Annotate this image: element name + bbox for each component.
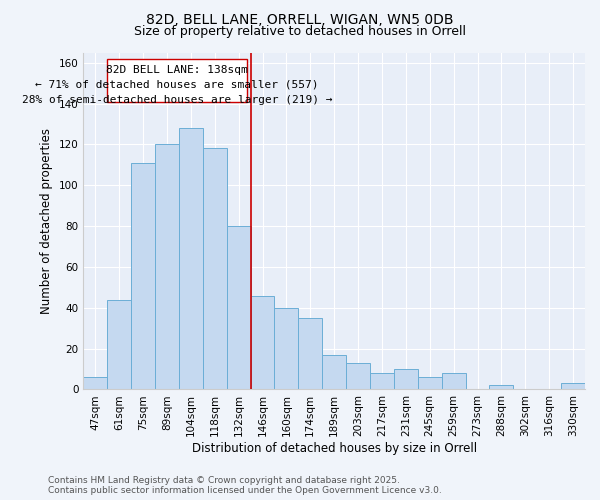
Bar (179, 128, 203, 390)
Bar (131, 163, 155, 390)
Bar (490, 386, 514, 390)
Bar (418, 377, 442, 390)
Bar (251, 296, 274, 390)
Text: 28% of semi-detached houses are larger (219) →: 28% of semi-detached houses are larger (… (22, 96, 332, 106)
Text: Size of property relative to detached houses in Orrell: Size of property relative to detached ho… (134, 25, 466, 38)
Bar (370, 373, 394, 390)
Text: 82D BELL LANE: 138sqm: 82D BELL LANE: 138sqm (106, 65, 248, 75)
Y-axis label: Number of detached properties: Number of detached properties (40, 128, 53, 314)
Bar (227, 226, 251, 390)
Bar (561, 384, 585, 390)
Bar (346, 363, 370, 390)
Bar (274, 308, 298, 390)
FancyBboxPatch shape (107, 58, 247, 102)
Text: Contains HM Land Registry data © Crown copyright and database right 2025.
Contai: Contains HM Land Registry data © Crown c… (48, 476, 442, 495)
Text: 82D, BELL LANE, ORRELL, WIGAN, WN5 0DB: 82D, BELL LANE, ORRELL, WIGAN, WN5 0DB (146, 12, 454, 26)
Bar (155, 144, 179, 390)
Bar (322, 354, 346, 390)
Bar (83, 377, 107, 390)
Bar (298, 318, 322, 390)
Bar (107, 300, 131, 390)
Bar (203, 148, 227, 390)
Bar (442, 373, 466, 390)
Bar (394, 369, 418, 390)
X-axis label: Distribution of detached houses by size in Orrell: Distribution of detached houses by size … (191, 442, 477, 455)
Text: ← 71% of detached houses are smaller (557): ← 71% of detached houses are smaller (55… (35, 79, 319, 89)
